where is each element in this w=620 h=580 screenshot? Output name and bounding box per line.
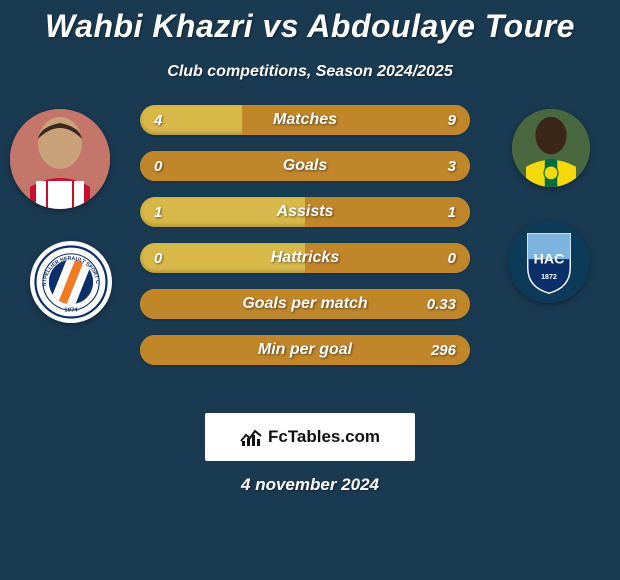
stat-value-right: 9 [448, 105, 456, 135]
stat-row: Goals0 3 [140, 151, 470, 181]
watermark-text: FcTables.com [268, 427, 380, 447]
stat-row: Min per goal296 [140, 335, 470, 365]
svg-text:1974: 1974 [64, 308, 78, 314]
club-right-badge: HAC 1872 [508, 221, 590, 303]
player-left-avatar [10, 109, 110, 209]
stat-value-left: 0 [154, 243, 162, 273]
stat-value-right: 296 [431, 335, 456, 365]
stat-value-right: 3 [448, 151, 456, 181]
svg-text:HAC: HAC [534, 251, 565, 267]
stat-label: Goals [140, 151, 470, 181]
page-subtitle: Club competitions, Season 2024/2025 [0, 63, 620, 81]
comparison-panel: MONTPELLIER HERAULT SPORT CLUB 1974 HAC … [0, 105, 620, 385]
stat-label: Goals per match [140, 289, 470, 319]
stat-value-right: 0.33 [427, 289, 456, 319]
stat-value-left: 0 [154, 151, 162, 181]
stat-label: Hattricks [140, 243, 470, 273]
stat-row: Matches4 9 [140, 105, 470, 135]
stat-row: Assists1 1 [140, 197, 470, 227]
watermark: FcTables.com [205, 413, 415, 461]
stat-value-right: 0 [448, 243, 456, 273]
player-right-avatar [512, 109, 590, 187]
player-face-icon [512, 109, 590, 187]
chart-icon [240, 427, 262, 447]
club-crest-icon: HAC 1872 [520, 228, 578, 296]
stat-label: Assists [140, 197, 470, 227]
player-face-icon [10, 109, 110, 209]
stat-row: Goals per match0.33 [140, 289, 470, 319]
page-title: Wahbi Khazri vs Abdoulaye Toure [0, 0, 620, 45]
stat-label: Matches [140, 105, 470, 135]
stat-bars: Matches49Goals03Assists11Hattricks00Goal… [140, 105, 470, 365]
stat-value-left: 4 [154, 105, 162, 135]
footer-date: 4 november 2024 [0, 475, 620, 495]
stat-label: Min per goal [140, 335, 470, 365]
svg-text:1872: 1872 [541, 273, 557, 281]
club-crest-icon: MONTPELLIER HERAULT SPORT CLUB 1974 [34, 245, 108, 319]
stat-value-right: 1 [448, 197, 456, 227]
club-left-badge: MONTPELLIER HERAULT SPORT CLUB 1974 [30, 241, 112, 323]
stat-row: Hattricks0 0 [140, 243, 470, 273]
stat-value-left: 1 [154, 197, 162, 227]
